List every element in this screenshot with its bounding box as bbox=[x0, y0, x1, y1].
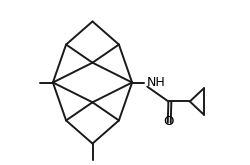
Text: O: O bbox=[163, 115, 173, 128]
Text: NH: NH bbox=[146, 76, 165, 89]
